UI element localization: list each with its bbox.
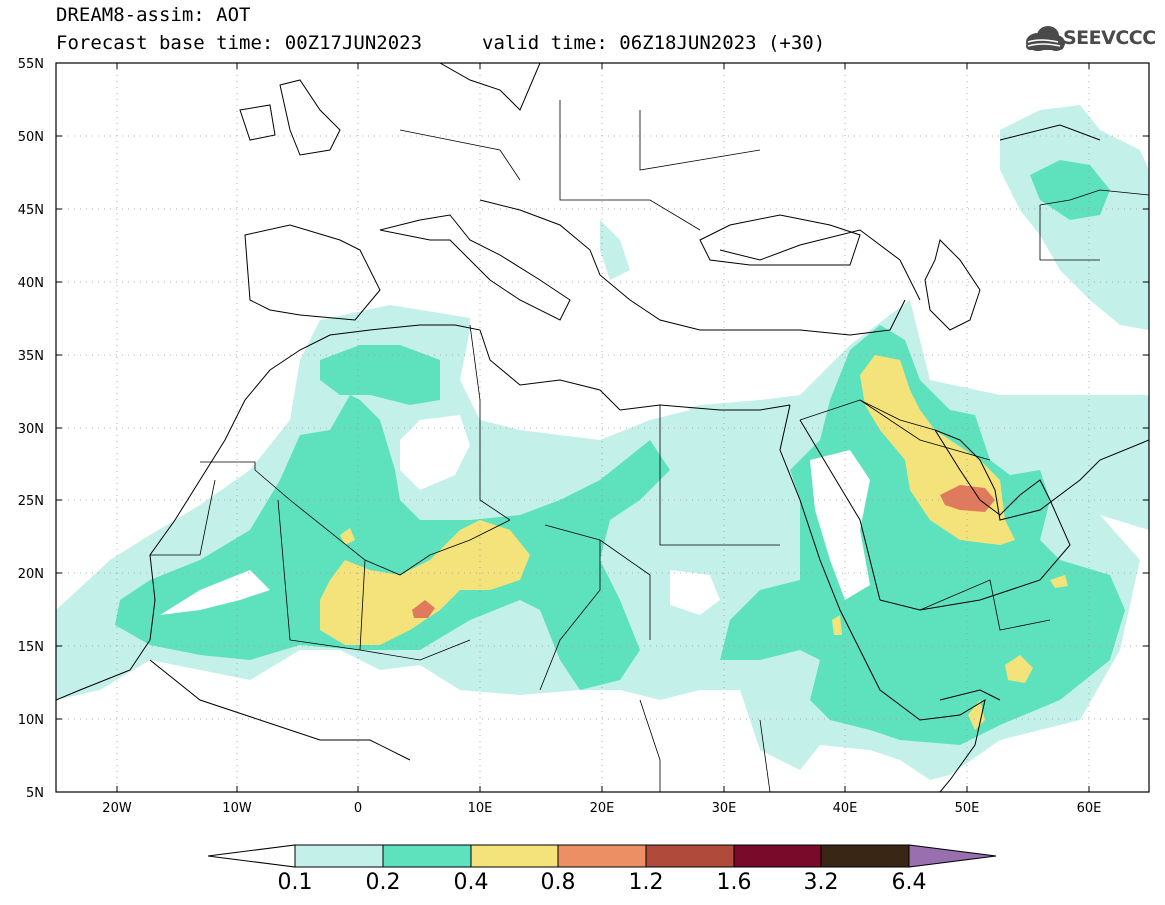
dust-field	[56, 105, 1149, 780]
lat-label: 20N	[18, 567, 44, 582]
lat-label: 55N	[18, 57, 44, 72]
colorbar-label: 6.4	[891, 870, 927, 895]
latitude-labels: 55N 50N 45N 40N 35N 30N 25N 20N 15N 10N …	[18, 57, 44, 801]
aot-level-0.2	[115, 160, 1125, 745]
lon-label: 40E	[833, 801, 858, 816]
colorbar-label: 3.2	[803, 870, 839, 895]
lon-label: 30E	[712, 801, 737, 816]
lon-label: 60E	[1077, 801, 1102, 816]
colorbar-bin	[470, 844, 559, 868]
aot-level-0.8	[412, 485, 995, 618]
lat-label: 35N	[18, 349, 44, 364]
axis-ticks	[56, 62, 1149, 792]
lon-label: 10E	[468, 801, 493, 816]
lat-label: 40N	[18, 276, 44, 291]
lat-label: 15N	[18, 640, 44, 655]
colorbar	[207, 844, 997, 868]
longitude-labels: 20W 10W 0 10E 20E 30E 40E 50E 60E	[102, 801, 1101, 816]
colorbar-bin	[645, 844, 735, 868]
colorbar-bin	[382, 844, 472, 868]
map-title: DREAM8-assim: AOT	[56, 4, 251, 26]
colorbar-bin	[294, 844, 384, 868]
lat-label: 25N	[18, 494, 44, 509]
clear-sky-areas	[160, 360, 870, 615]
colorbar-bin	[820, 844, 910, 868]
coastlines	[56, 63, 1149, 792]
lon-label: 20W	[102, 801, 132, 816]
seevccc-logo-text: SEEVCCC	[1063, 27, 1156, 49]
base-time: Forecast base time: 00Z17JUN2023	[56, 32, 423, 54]
colorbar-bin	[733, 844, 822, 868]
colorbar-label: 1.6	[716, 870, 752, 895]
colorbar-label: 0.8	[540, 870, 576, 895]
lon-label: 20E	[590, 801, 615, 816]
valid-time: valid time: 06Z18JUN2023 (+30)	[482, 32, 826, 54]
lon-label: 50E	[955, 801, 980, 816]
lat-label: 30N	[18, 422, 44, 437]
lat-label: 50N	[18, 130, 44, 145]
lon-label: 0	[354, 801, 362, 816]
colorbar-label: 0.4	[453, 870, 489, 895]
lat-label: 10N	[18, 713, 44, 728]
country-borders	[150, 100, 1149, 792]
colorbar-label: 0.1	[277, 870, 313, 895]
colorbar-over-triangle	[908, 844, 997, 868]
colorbar-label: 1.2	[628, 870, 664, 895]
colorbar-label: 0.2	[365, 870, 401, 895]
lat-label: 5N	[26, 786, 44, 801]
colorbar-bin	[557, 844, 647, 868]
lat-label: 45N	[18, 203, 44, 218]
graticule	[56, 63, 1149, 792]
lon-label: 10W	[222, 801, 252, 816]
colorbar-under-triangle	[207, 844, 296, 868]
cloud-logo-icon	[1026, 26, 1065, 51]
